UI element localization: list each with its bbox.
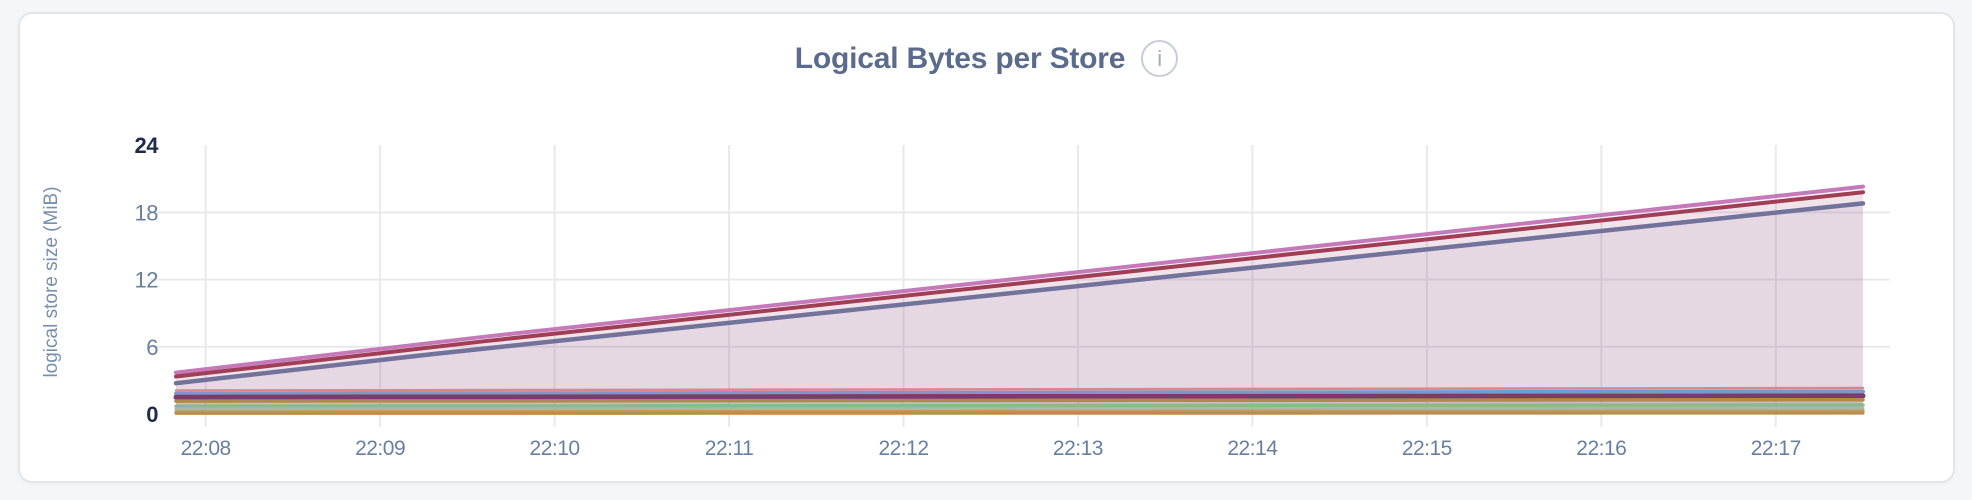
x-tick-label-22:11: 22:11 [705,437,754,460]
series-line-series-5 [174,389,1865,396]
chart-title: Logical Bytes per Store [794,41,1126,75]
x-tick-label-22:13: 22:13 [1053,437,1103,460]
y-tick-label-6: 6 [146,335,158,360]
x-tick-label-22:08: 22:08 [181,437,231,460]
chart-header: Logical Bytes per Store i [20,40,1953,77]
axis-label-layer: 0 6 12 18 24 22:08 22:09 22:10 22:11 22:12 22:13 22… [135,133,1802,460]
y-tick-label-18: 18 [135,200,159,225]
series-line-series-2 [174,190,1865,379]
series-line-series-7 [174,397,1865,403]
series-line-series-8 [174,403,1865,408]
series-line-series-4 [174,386,1865,392]
y-axis-title: logical store size (MiB) [41,186,62,377]
x-tick-label-22:17: 22:17 [1751,437,1801,460]
series-area-series-3 [176,203,1863,414]
series-line-series-6 [173,393,1866,400]
y-tick-label-0: 0 [146,402,158,427]
y-tick-label-12: 12 [135,268,159,293]
x-tick-label-22:15: 22:15 [1402,437,1452,460]
x-tick-label-22:12: 22:12 [878,437,928,460]
x-tick-label-22:16: 22:16 [1576,437,1626,460]
y-tick-label-24: 24 [135,133,160,158]
x-tick-label-22:10: 22:10 [530,437,580,460]
series-line-series-9 [174,406,1865,411]
series-line-series-1 [174,184,1865,375]
info-icon-glyph: i [1157,45,1163,71]
info-icon[interactable]: i [1141,40,1179,77]
series-line-series-3 [173,201,1866,386]
x-tick-label-22:14: 22:14 [1227,437,1278,460]
series-area-series-1 [176,186,1863,414]
x-tick-label-22:09: 22:09 [355,437,405,460]
series-line-layer [173,184,1866,415]
